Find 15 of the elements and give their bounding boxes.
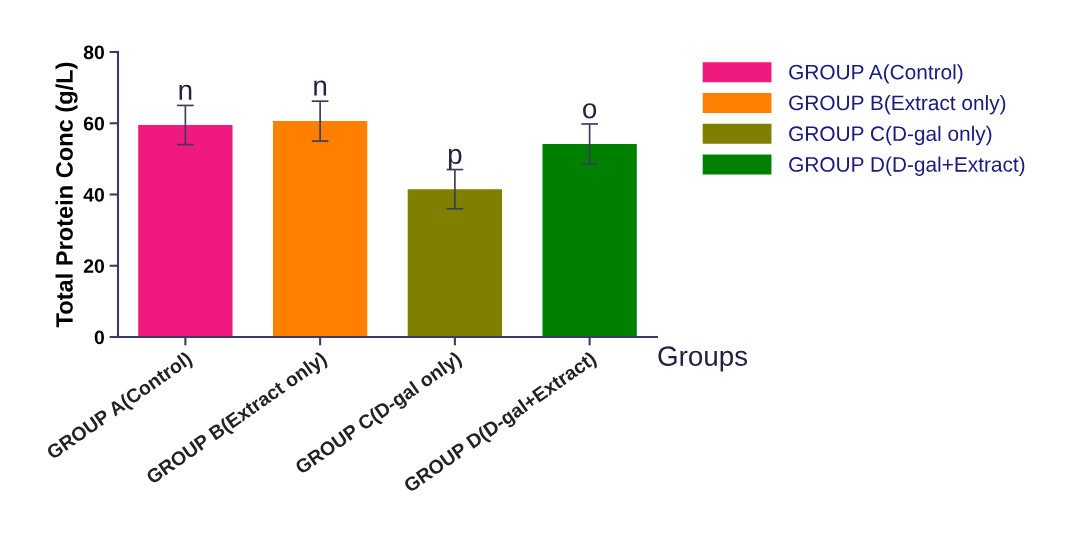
legend-label: GROUP A(Control) [789, 64, 963, 84]
legend-label: GROUP D(D-gal+Extract) [789, 156, 1025, 176]
legend-label: GROUP B(Extract only) [789, 94, 1006, 115]
x-axis-title: Groups [658, 346, 748, 372]
annotation: p [448, 148, 462, 170]
y-tick-label: 20 [83, 259, 105, 273]
y-tick-label: 0 [94, 330, 105, 345]
annotation: n [179, 84, 192, 100]
y-tick-label: 60 [83, 116, 105, 131]
y-axis-title: Total Protein Conc (g/L) [55, 62, 78, 328]
y-tick-label: 40 [83, 187, 105, 202]
annotation: n [314, 80, 327, 96]
legend-label: GROUP C(D-gal only) [789, 125, 992, 146]
annotation: o [583, 103, 597, 119]
y-tick-label: 80 [83, 45, 105, 60]
